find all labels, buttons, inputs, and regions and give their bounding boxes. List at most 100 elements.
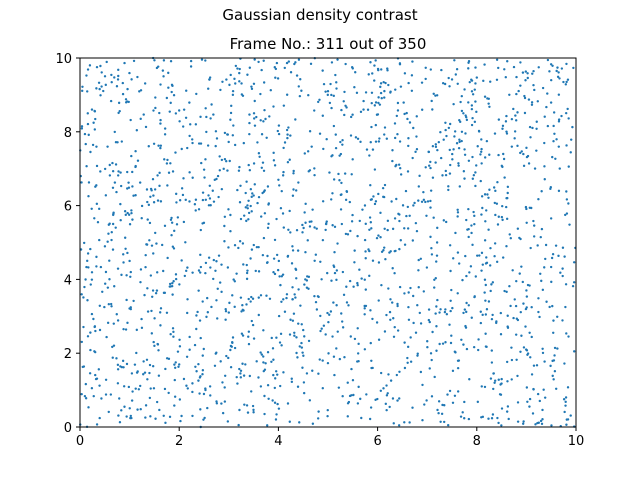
scatter-point (362, 108, 365, 111)
scatter-point (104, 378, 108, 382)
scatter-point (406, 361, 409, 364)
scatter-point (561, 246, 565, 249)
scatter-point (217, 254, 221, 257)
scatter-point (167, 86, 170, 89)
scatter-point (90, 387, 94, 390)
scatter-point (317, 372, 320, 375)
scatter-point (199, 336, 202, 340)
scatter-point (357, 360, 360, 363)
scatter-point (424, 77, 427, 81)
scatter-point (286, 402, 290, 405)
scatter-point (164, 421, 167, 425)
scatter-point (289, 134, 292, 137)
scatter-point (326, 271, 329, 275)
scatter-point (93, 217, 96, 220)
scatter-point (539, 235, 542, 239)
scatter-point (261, 161, 265, 164)
scatter-point (395, 163, 398, 167)
scatter-point (389, 91, 392, 94)
scatter-point (165, 96, 169, 100)
scatter-point (110, 231, 113, 234)
scatter-point (169, 333, 172, 336)
scatter-point (437, 400, 441, 403)
scatter-point (272, 151, 275, 155)
scatter-point (481, 313, 484, 317)
scatter-point (174, 112, 178, 115)
scatter-point (392, 317, 395, 320)
scatter-point (359, 140, 362, 144)
scatter-point (207, 87, 210, 90)
scatter-point (261, 253, 265, 257)
scatter-point (242, 374, 246, 377)
scatter-point (319, 260, 322, 263)
scatter-point (259, 385, 263, 388)
scatter-point (282, 146, 285, 150)
scatter-point (279, 332, 283, 336)
scatter-point (339, 152, 343, 156)
scatter-point (188, 171, 191, 174)
scatter-point (126, 211, 129, 215)
scatter-point (201, 373, 204, 376)
scatter-point (557, 145, 560, 148)
scatter-point (449, 341, 453, 345)
scatter-point (490, 317, 494, 321)
scatter-point (523, 94, 526, 98)
scatter-point (527, 162, 531, 165)
scatter-point (354, 71, 357, 74)
scatter-point (564, 400, 567, 404)
scatter-point (240, 332, 244, 335)
scatter-point (444, 121, 447, 124)
scatter-point (464, 132, 467, 135)
scatter-point (130, 416, 133, 420)
scatter-point (472, 345, 476, 349)
scatter-point (277, 259, 281, 263)
scatter-point (214, 130, 218, 133)
scatter-point (301, 223, 304, 227)
scatter-point (292, 169, 295, 173)
scatter-point (492, 372, 495, 375)
scatter-point (470, 107, 474, 111)
scatter-point (490, 283, 493, 286)
scatter-point (485, 209, 488, 212)
scatter-point (380, 68, 383, 71)
scatter-point (458, 185, 461, 188)
scatter-point (528, 397, 532, 401)
scatter-point (389, 379, 393, 382)
scatter-point (299, 78, 302, 81)
scatter-point (406, 205, 410, 209)
scatter-point (532, 69, 535, 73)
scatter-point (567, 165, 570, 168)
scatter-point (429, 199, 432, 203)
scatter-point (106, 286, 110, 289)
scatter-point (552, 331, 555, 334)
scatter-point (377, 96, 380, 99)
scatter-point (293, 62, 296, 66)
scatter-point (353, 337, 357, 341)
scatter-point (393, 217, 397, 220)
scatter-point (240, 82, 243, 85)
scatter-point (199, 408, 202, 411)
scatter-point (135, 371, 139, 374)
scatter-point (477, 338, 480, 341)
scatter-point (159, 307, 163, 310)
scatter-point (376, 113, 380, 116)
scatter-point (447, 185, 450, 188)
scatter-point (396, 304, 399, 308)
scatter-point (444, 308, 447, 311)
scatter-point (306, 275, 309, 278)
scatter-point (556, 75, 560, 79)
scatter-point (88, 372, 92, 375)
scatter-point (303, 152, 306, 155)
scatter-point (154, 292, 158, 295)
scatter-point (517, 89, 520, 93)
scatter-point (150, 244, 154, 247)
scatter-point (412, 321, 415, 325)
scatter-point (204, 107, 207, 110)
scatter-point (202, 347, 205, 351)
scatter-point (489, 80, 492, 83)
scatter-point (565, 198, 569, 201)
scatter-point (280, 344, 283, 347)
scatter-point (262, 120, 265, 123)
scatter-point (510, 358, 514, 362)
